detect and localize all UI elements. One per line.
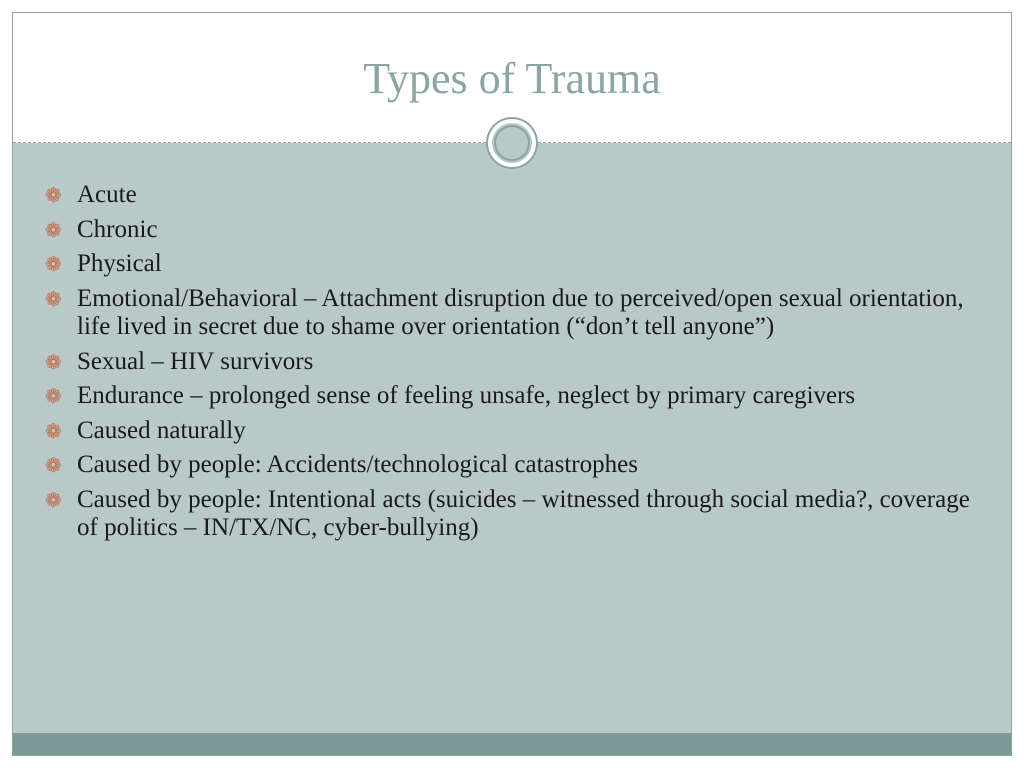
list-item: ❁ Endurance – prolonged sense of feeling … <box>43 382 981 411</box>
slide-title: Types of Trauma <box>363 53 661 104</box>
list-item-text: Caused by people: Intentional acts (suic… <box>77 486 970 542</box>
bullet-icon: ❁ <box>45 185 62 208</box>
bullet-icon: ❁ <box>45 352 62 375</box>
list-item-text: Caused naturally <box>77 417 246 444</box>
list-item: ❁ Caused by people: Accidents/technologic… <box>43 451 981 480</box>
bullet-icon: ❁ <box>45 421 62 444</box>
list-item-text: Caused by people: Accidents/technologica… <box>77 451 638 478</box>
bullet-icon: ❁ <box>45 386 62 409</box>
bullet-icon: ❁ <box>45 455 62 478</box>
bullet-icon: ❁ <box>45 289 62 312</box>
list-item: ❁ Caused naturally <box>43 417 981 446</box>
list-item-text: Chronic <box>77 216 158 243</box>
list-item-text: Endurance – prolonged sense of feeling u… <box>77 382 855 409</box>
list-item-text: Acute <box>77 181 137 208</box>
slide-header: Types of Trauma <box>13 13 1011 143</box>
list-item: ❁ Emotional/Behavioral – Attachment disru… <box>43 285 981 342</box>
list-item: ❁ Sexual – HIV survivors <box>43 348 981 377</box>
list-item-text: Sexual – HIV survivors <box>77 348 313 375</box>
list-item-text: Physical <box>77 250 162 277</box>
list-item: ❁ Chronic <box>43 216 981 245</box>
footer-bar <box>13 733 1011 755</box>
list-item: ❁ Acute <box>43 181 981 210</box>
list-item-text: Emotional/Behavioral – Attachment disrup… <box>77 285 964 341</box>
bullet-list: ❁ Acute ❁ Chronic ❁ Physical ❁ Emotional/Beh… <box>43 181 981 543</box>
bullet-icon: ❁ <box>45 220 62 243</box>
bullet-icon: ❁ <box>45 490 62 513</box>
bullet-icon: ❁ <box>45 254 62 277</box>
slide-container: Types of Trauma ❁ Acute ❁ Chronic ❁ Physica… <box>12 12 1012 756</box>
list-item: ❁ Physical <box>43 250 981 279</box>
list-item: ❁ Caused by people: Intentional acts (sui… <box>43 486 981 543</box>
circle-decoration-inner <box>494 125 530 161</box>
slide-body: ❁ Acute ❁ Chronic ❁ Physical ❁ Emotional/Beh… <box>13 143 1011 733</box>
